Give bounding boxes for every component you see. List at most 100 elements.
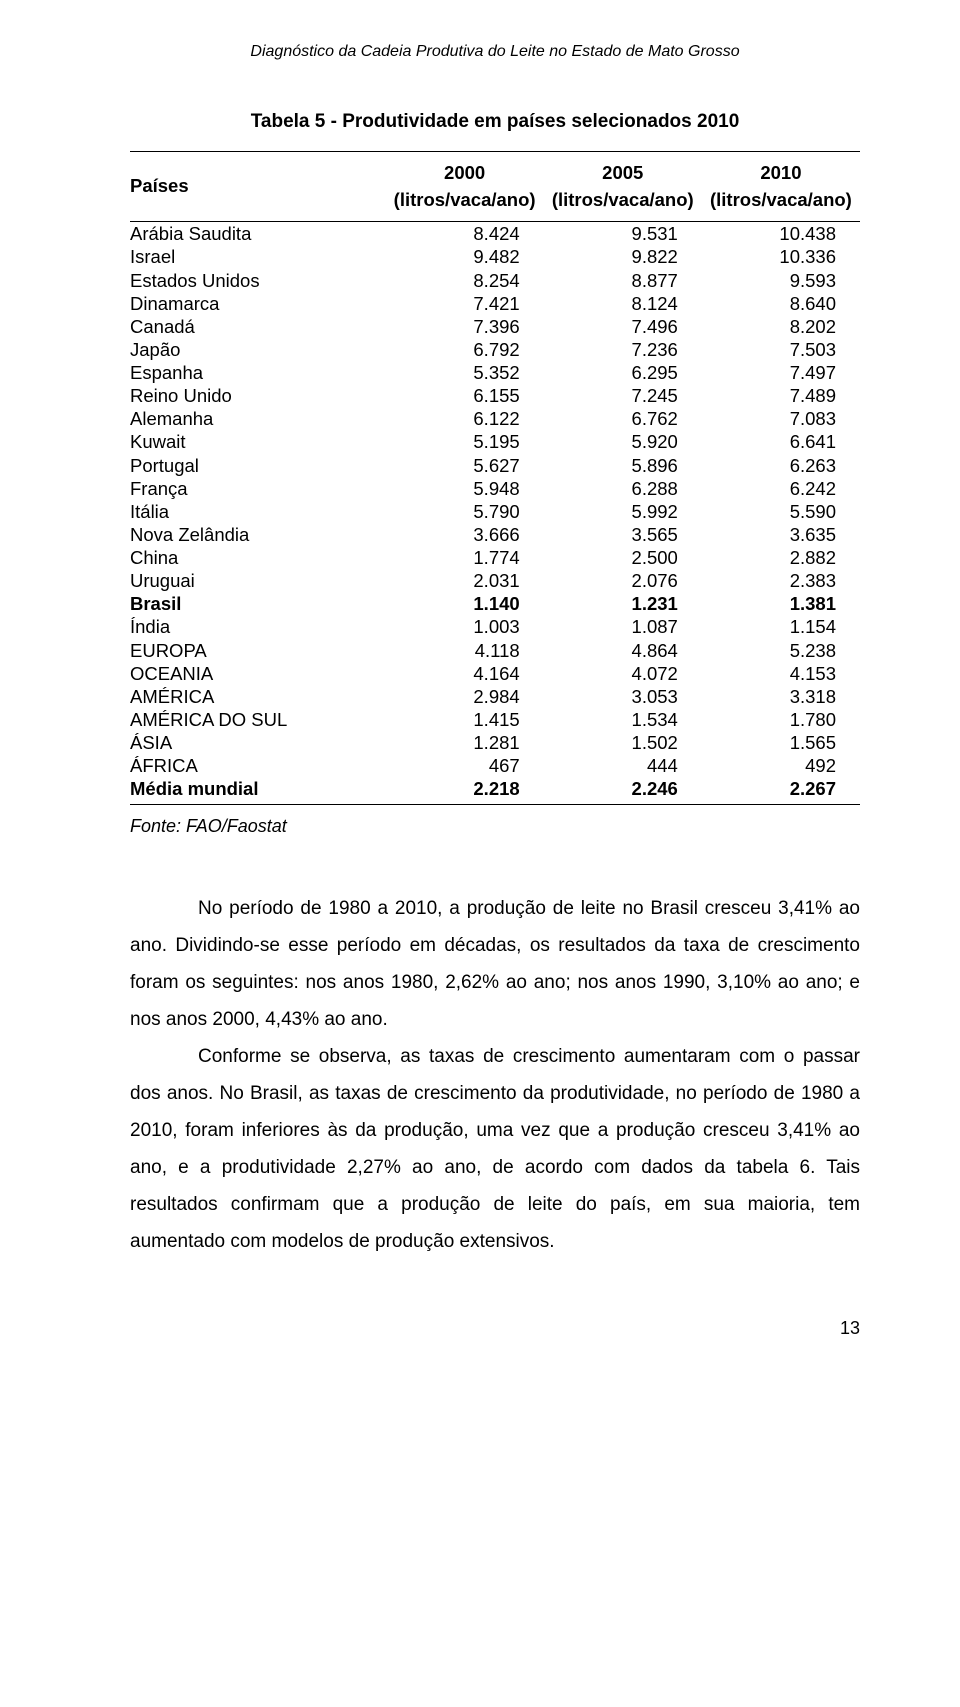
table-cell-value: 5.195: [386, 430, 544, 453]
table-header-cell: 2005(litros/vaca/ano): [544, 151, 702, 222]
table-cell-label: Espanha: [130, 361, 386, 384]
table-cell-label: AMÉRICA: [130, 685, 386, 708]
table-row: Índia1.0031.0871.154: [130, 615, 860, 638]
table-cell-value: 2.218: [386, 777, 544, 805]
table-cell-label: EUROPA: [130, 639, 386, 662]
table-row: Japão6.7927.2367.503: [130, 338, 860, 361]
table-cell-label: OCEANIA: [130, 662, 386, 685]
table-cell-value: 3.053: [544, 685, 702, 708]
table-cell-value: 3.666: [386, 523, 544, 546]
table-cell-value: 7.245: [544, 384, 702, 407]
table-cell-value: 444: [544, 754, 702, 777]
table-cell-value: 6.762: [544, 407, 702, 430]
table-source-note: Fonte: FAO/Faostat: [130, 813, 860, 839]
table-cell-label: ÁFRICA: [130, 754, 386, 777]
table-cell-value: 7.496: [544, 315, 702, 338]
table-row: Itália5.7905.9925.590: [130, 500, 860, 523]
productivity-table: Países2000(litros/vaca/ano)2005(litros/v…: [130, 151, 860, 806]
table-row: Brasil1.1401.2311.381: [130, 592, 860, 615]
table-cell-value: 9.482: [386, 245, 544, 268]
table-row: EUROPA4.1184.8645.238: [130, 639, 860, 662]
table-header-cell: 2010(litros/vaca/ano): [702, 151, 860, 222]
table-title: Tabela 5 - Produtividade em países selec…: [130, 108, 860, 136]
body-paragraph: Conforme se observa, as taxas de crescim…: [130, 1038, 860, 1260]
table-cell-value: 4.164: [386, 662, 544, 685]
table-row: China1.7742.5002.882: [130, 546, 860, 569]
body-text-block: No período de 1980 a 2010, a produção de…: [130, 890, 860, 1260]
table-cell-value: 467: [386, 754, 544, 777]
table-cell-value: 1.774: [386, 546, 544, 569]
table-cell-label: AMÉRICA DO SUL: [130, 708, 386, 731]
table-cell-value: 6.641: [702, 430, 860, 453]
table-row: Dinamarca7.4218.1248.640: [130, 292, 860, 315]
table-cell-value: 8.877: [544, 269, 702, 292]
table-row: Reino Unido6.1557.2457.489: [130, 384, 860, 407]
table-cell-value: 2.267: [702, 777, 860, 805]
table-cell-label: Uruguai: [130, 569, 386, 592]
table-cell-value: 1.003: [386, 615, 544, 638]
table-cell-label: China: [130, 546, 386, 569]
table-cell-value: 8.254: [386, 269, 544, 292]
table-row: AMÉRICA2.9843.0533.318: [130, 685, 860, 708]
table-cell-value: 5.352: [386, 361, 544, 384]
table-cell-value: 7.503: [702, 338, 860, 361]
table-row: OCEANIA4.1644.0724.153: [130, 662, 860, 685]
table-cell-value: 8.124: [544, 292, 702, 315]
table-row: AMÉRICA DO SUL1.4151.5341.780: [130, 708, 860, 731]
table-cell-value: 6.155: [386, 384, 544, 407]
table-cell-label: Brasil: [130, 592, 386, 615]
table-cell-value: 5.896: [544, 454, 702, 477]
table-cell-value: 1.534: [544, 708, 702, 731]
table-cell-value: 492: [702, 754, 860, 777]
table-cell-label: Média mundial: [130, 777, 386, 805]
table-cell-value: 2.076: [544, 569, 702, 592]
table-cell-label: França: [130, 477, 386, 500]
table-cell-value: 1.381: [702, 592, 860, 615]
table-cell-value: 8.202: [702, 315, 860, 338]
table-cell-label: Reino Unido: [130, 384, 386, 407]
table-cell-value: 3.565: [544, 523, 702, 546]
table-cell-value: 4.153: [702, 662, 860, 685]
table-row: Alemanha6.1226.7627.083: [130, 407, 860, 430]
table-cell-value: 1.780: [702, 708, 860, 731]
table-cell-label: Nova Zelândia: [130, 523, 386, 546]
table-cell-label: Alemanha: [130, 407, 386, 430]
table-cell-value: 1.281: [386, 731, 544, 754]
table-row: Canadá7.3967.4968.202: [130, 315, 860, 338]
table-head: Países2000(litros/vaca/ano)2005(litros/v…: [130, 151, 860, 222]
table-cell-value: 1.231: [544, 592, 702, 615]
table-cell-value: 9.531: [544, 222, 702, 246]
table-cell-value: 6.242: [702, 477, 860, 500]
table-cell-label: Japão: [130, 338, 386, 361]
table-row: ÁSIA1.2811.5021.565: [130, 731, 860, 754]
table-cell-label: Kuwait: [130, 430, 386, 453]
table-cell-value: 1.565: [702, 731, 860, 754]
table-cell-label: ÁSIA: [130, 731, 386, 754]
table-row: Nova Zelândia3.6663.5653.635: [130, 523, 860, 546]
table-cell-value: 4.072: [544, 662, 702, 685]
table-cell-value: 7.083: [702, 407, 860, 430]
table-cell-value: 6.792: [386, 338, 544, 361]
table-cell-value: 9.593: [702, 269, 860, 292]
table-cell-value: 2.383: [702, 569, 860, 592]
table-cell-value: 6.288: [544, 477, 702, 500]
table-cell-label: Israel: [130, 245, 386, 268]
table-cell-label: Arábia Saudita: [130, 222, 386, 246]
table-cell-value: 5.627: [386, 454, 544, 477]
table-cell-value: 1.154: [702, 615, 860, 638]
table-cell-value: 3.318: [702, 685, 860, 708]
table-cell-value: 7.489: [702, 384, 860, 407]
table-cell-value: 1.140: [386, 592, 544, 615]
table-cell-value: 5.790: [386, 500, 544, 523]
table-row: Espanha5.3526.2957.497: [130, 361, 860, 384]
table-cell-value: 6.295: [544, 361, 702, 384]
table-cell-value: 7.396: [386, 315, 544, 338]
table-cell-value: 7.421: [386, 292, 544, 315]
table-cell-value: 8.424: [386, 222, 544, 246]
table-header-cell: Países: [130, 151, 386, 222]
table-cell-value: 5.238: [702, 639, 860, 662]
table-cell-value: 2.882: [702, 546, 860, 569]
table-cell-value: 4.118: [386, 639, 544, 662]
table-row: Kuwait5.1955.9206.641: [130, 430, 860, 453]
table-row: Média mundial2.2182.2462.267: [130, 777, 860, 805]
